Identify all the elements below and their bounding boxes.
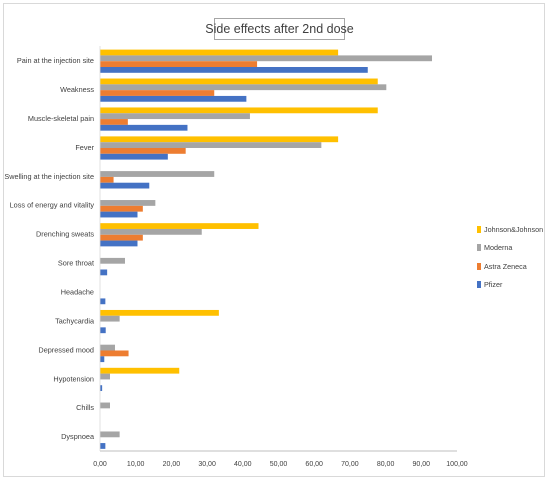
legend-item-0: Johnson&Johnson bbox=[477, 220, 547, 239]
bar-pfizer-8 bbox=[100, 298, 106, 305]
category-label-5: Loss of energy and vitality bbox=[10, 201, 95, 210]
bar-moderna-6 bbox=[100, 228, 202, 235]
bar-moderna-11 bbox=[100, 373, 110, 380]
x-tick-label-5: 50,00 bbox=[270, 461, 288, 468]
bars-layer bbox=[100, 49, 433, 449]
category-label-13: Dyspnoea bbox=[61, 432, 95, 441]
bar-astra-zeneca-10 bbox=[100, 350, 129, 357]
legend-item-2: Astra Zeneca bbox=[477, 257, 547, 276]
x-tick-label-8: 80,00 bbox=[377, 461, 395, 468]
legend-item-1: Moderna bbox=[477, 239, 547, 258]
bar-astra-zeneca-0 bbox=[100, 61, 258, 67]
legend-swatch bbox=[477, 262, 481, 270]
legend-swatch bbox=[477, 244, 481, 252]
category-label-2: Muscle-skeletal pain bbox=[28, 114, 94, 123]
chart-title: Side effects after 2nd dose bbox=[205, 18, 354, 40]
bar-johnson-johnson-9 bbox=[100, 309, 219, 316]
bar-astra-zeneca-4 bbox=[100, 176, 114, 183]
bar-moderna-0 bbox=[100, 55, 433, 62]
bar-moderna-13 bbox=[100, 431, 120, 438]
bar-pfizer-4 bbox=[100, 182, 150, 189]
x-tick-label-10: 100,00 bbox=[446, 461, 468, 468]
bar-astra-zeneca-3 bbox=[100, 147, 186, 154]
x-tick-label-3: 30,00 bbox=[198, 461, 216, 468]
bar-moderna-2 bbox=[100, 113, 250, 120]
category-label-7: Sore throat bbox=[58, 259, 94, 268]
bar-pfizer-7 bbox=[100, 269, 108, 276]
bar-pfizer-6 bbox=[100, 240, 138, 247]
bar-pfizer-11 bbox=[100, 385, 103, 392]
x-tick-label-6: 60,00 bbox=[305, 461, 323, 468]
bar-pfizer-2 bbox=[100, 124, 188, 131]
category-label-11: Hypotension bbox=[53, 374, 94, 383]
axes-layer: Pain at the injection site Weakness Muscle… bbox=[4, 46, 468, 468]
category-label-0: Pain at the injection site bbox=[17, 56, 94, 65]
category-label-6: Drenching sweats bbox=[36, 230, 94, 239]
legend-label: Astra Zeneca bbox=[484, 261, 527, 271]
bar-pfizer-13 bbox=[100, 443, 106, 449]
category-label-12: Chills bbox=[76, 403, 94, 412]
bar-moderna-4 bbox=[100, 171, 215, 177]
bar-pfizer-5 bbox=[100, 211, 138, 218]
legend-item-3: Pfizer bbox=[477, 276, 547, 295]
bar-moderna-7 bbox=[100, 257, 125, 264]
legend-label: Moderna bbox=[484, 243, 513, 253]
x-tick-label-2: 20,00 bbox=[163, 461, 181, 468]
category-label-8: Headache bbox=[61, 287, 94, 296]
legend: Johnson&Johnson Moderna Astra Zeneca Pfizer bbox=[477, 220, 547, 294]
x-tick-label-1: 10,00 bbox=[127, 461, 145, 468]
bar-johnson-johnson-1 bbox=[100, 78, 378, 85]
x-tick-label-0: 0,00 bbox=[93, 461, 107, 468]
bar-moderna-3 bbox=[100, 142, 322, 148]
category-label-9: Tachycardia bbox=[55, 316, 95, 325]
bar-johnson-johnson-6 bbox=[100, 223, 259, 229]
bar-johnson-johnson-2 bbox=[100, 107, 378, 114]
bar-johnson-johnson-11 bbox=[100, 367, 180, 374]
bar-astra-zeneca-5 bbox=[100, 205, 143, 212]
legend-swatch bbox=[477, 225, 481, 233]
category-label-3: Fever bbox=[75, 143, 94, 152]
category-label-4: Swelling at the injection site bbox=[4, 172, 94, 181]
category-label-1: Weakness bbox=[60, 85, 94, 94]
legend-label: Pfizer bbox=[484, 280, 503, 290]
bar-johnson-johnson-0 bbox=[100, 49, 339, 56]
bar-moderna-5 bbox=[100, 200, 156, 206]
x-tick-label-7: 70,00 bbox=[341, 461, 359, 468]
legend-swatch bbox=[477, 281, 481, 289]
bar-pfizer-0 bbox=[100, 67, 368, 73]
bar-pfizer-3 bbox=[100, 153, 168, 160]
bar-moderna-10 bbox=[100, 344, 115, 351]
bar-johnson-johnson-3 bbox=[100, 136, 339, 143]
x-tick-label-9: 90,00 bbox=[413, 461, 431, 468]
legend-label: Johnson&Johnson bbox=[484, 224, 544, 234]
bar-moderna-12 bbox=[100, 402, 110, 409]
bar-moderna-9 bbox=[100, 315, 120, 322]
bar-astra-zeneca-2 bbox=[100, 119, 128, 125]
bar-pfizer-10 bbox=[100, 356, 105, 363]
x-tick-label-4: 40,00 bbox=[234, 461, 252, 468]
bar-astra-zeneca-1 bbox=[100, 90, 215, 96]
bar-pfizer-9 bbox=[100, 327, 106, 334]
category-label-10: Depressed mood bbox=[38, 345, 94, 354]
bar-astra-zeneca-6 bbox=[100, 234, 143, 241]
bar-moderna-1 bbox=[100, 84, 387, 91]
bar-pfizer-1 bbox=[100, 95, 247, 102]
